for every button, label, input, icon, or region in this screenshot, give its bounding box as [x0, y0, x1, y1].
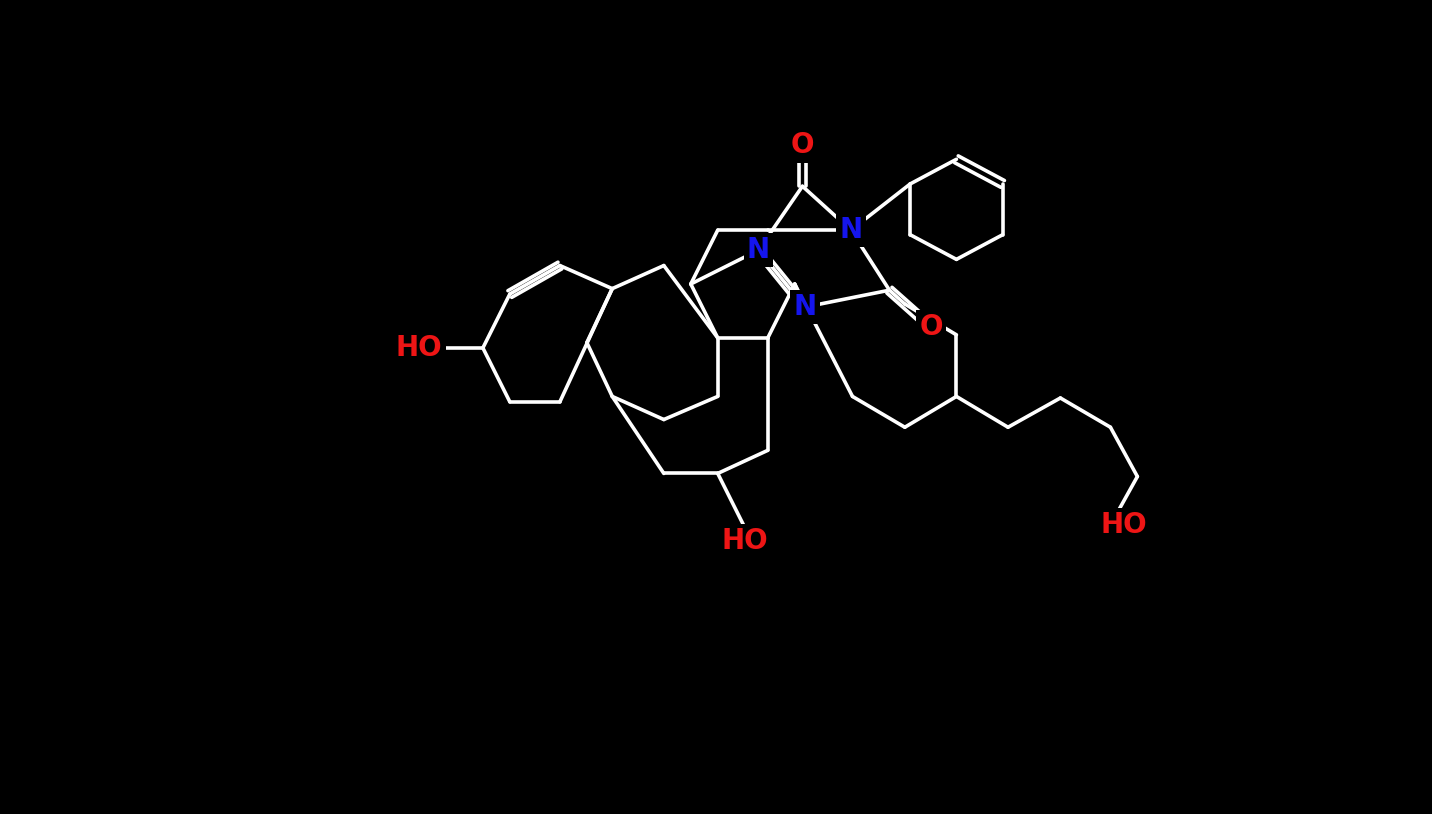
Text: HO: HO: [395, 334, 442, 362]
Text: N: N: [748, 236, 770, 264]
Text: N: N: [839, 217, 862, 244]
Text: O: O: [919, 313, 942, 341]
Text: HO: HO: [722, 527, 768, 555]
Text: HO: HO: [1101, 511, 1147, 539]
Text: N: N: [793, 293, 816, 321]
Text: O: O: [790, 131, 815, 160]
